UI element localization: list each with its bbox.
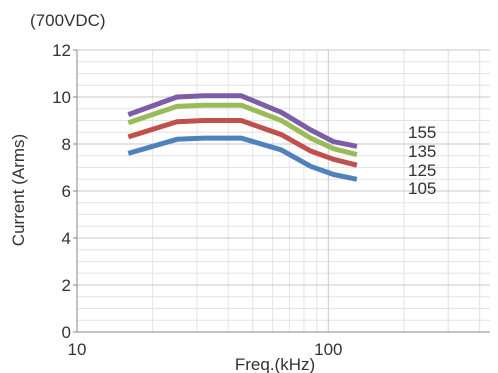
y-tick-label: 2 xyxy=(62,276,71,295)
series-line-105 xyxy=(127,135,358,182)
series-line-135 xyxy=(127,102,358,158)
y-tick-labels: 0 2 4 6 8 10 12 xyxy=(52,41,77,342)
y-tick-label: 6 xyxy=(62,182,71,201)
chart-title: (700VDC) xyxy=(30,11,106,30)
series-label-155: 155 xyxy=(408,123,436,142)
y-tick-label: 10 xyxy=(52,88,71,107)
series-line-125 xyxy=(127,118,358,168)
y-tick-label: 4 xyxy=(62,229,71,248)
y-tick-label: 0 xyxy=(62,323,71,342)
major-grid xyxy=(77,49,490,332)
x-tick-labels: 10 100 xyxy=(68,340,343,359)
series-label-105: 105 xyxy=(408,179,436,198)
y-axis-title: Current (Arms) xyxy=(9,134,28,246)
x-axis-title: Freq.(kHz) xyxy=(235,355,315,373)
y-tick-label: 12 xyxy=(52,41,71,60)
x-tick-label: 10 xyxy=(68,340,87,359)
y-tick-label: 8 xyxy=(62,135,71,154)
series-label-125: 125 xyxy=(408,161,436,180)
series-label-135: 135 xyxy=(408,142,436,161)
x-tick-label: 100 xyxy=(314,340,342,359)
series-layer xyxy=(127,93,358,182)
series-line-155 xyxy=(127,93,358,149)
